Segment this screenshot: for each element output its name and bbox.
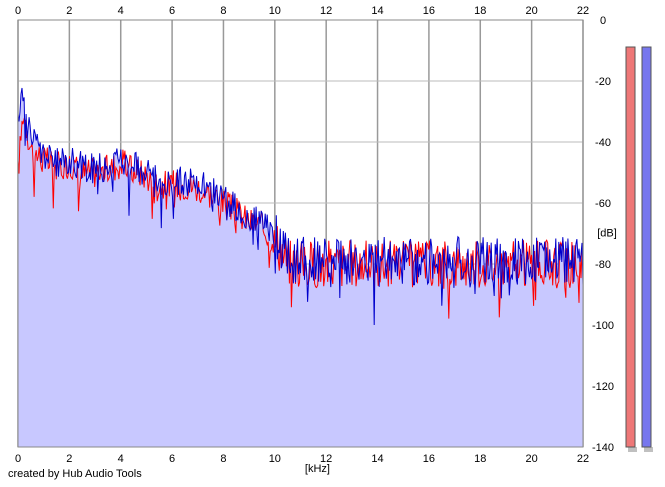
meter-shadow-0: [628, 447, 637, 452]
y-tick-0: 0: [600, 15, 606, 27]
x-tick-bottom-4: 4: [118, 453, 124, 465]
meter-level-1: [641, 46, 652, 448]
credit-text: created by Hub Audio Tools: [8, 468, 142, 480]
x-tick-bottom-2: 2: [66, 453, 72, 465]
meter-level-0: [625, 46, 636, 448]
x-tick-bottom-20: 20: [526, 453, 538, 465]
x-tick-top-4: 4: [118, 5, 124, 17]
x-tick-top-20: 20: [526, 5, 538, 17]
x-tick-top-22: 22: [577, 5, 589, 17]
y-tick--60: -60: [595, 198, 611, 210]
y-tick--140: -140: [592, 442, 614, 454]
x-tick-bottom-10: 10: [269, 453, 281, 465]
y-tick--100: -100: [592, 320, 614, 332]
x-tick-bottom-18: 18: [474, 453, 486, 465]
x-tick-top-10: 10: [269, 5, 281, 17]
x-tick-top-14: 14: [371, 5, 383, 17]
plot-frame: [17, 19, 584, 448]
x-tick-top-0: 0: [15, 5, 21, 17]
meter-shadow-1: [644, 447, 653, 452]
series-line-0: [17, 117, 584, 319]
x-tick-top-12: 12: [320, 5, 332, 17]
x-tick-top-16: 16: [423, 5, 435, 17]
y-axis-label: [dB]: [597, 228, 617, 240]
spectrum-lines: [17, 87, 584, 326]
x-tick-bottom-12: 12: [320, 453, 332, 465]
x-tick-bottom-8: 8: [220, 453, 226, 465]
y-tick--20: -20: [595, 76, 611, 88]
x-ticks-top: 0 2 4 6 8 10 12 14 16 18 20 22: [15, 5, 589, 17]
x-axis-label: [kHz]: [305, 463, 330, 475]
x-tick-top-6: 6: [169, 5, 175, 17]
x-tick-bottom-6: 6: [169, 453, 175, 465]
x-ticks-bottom: 0 2 4 6 8 10 12 14 16 18 20 22: [15, 453, 589, 465]
x-tick-bottom-22: 22: [577, 453, 589, 465]
y-tick--40: -40: [595, 137, 611, 149]
y-tick--80: -80: [595, 259, 611, 271]
x-tick-top-18: 18: [474, 5, 486, 17]
x-tick-top-8: 8: [220, 5, 226, 17]
x-tick-bottom-14: 14: [371, 453, 383, 465]
x-tick-top-2: 2: [66, 5, 72, 17]
series-line-1: [17, 87, 584, 326]
level-meters: [625, 46, 653, 452]
x-tick-bottom-16: 16: [423, 453, 435, 465]
x-tick-bottom-0: 0: [15, 453, 21, 465]
y-ticks-right: 0 -20 -40 -60 -80 -100 -120 -140: [592, 15, 614, 454]
y-tick--120: -120: [592, 381, 614, 393]
